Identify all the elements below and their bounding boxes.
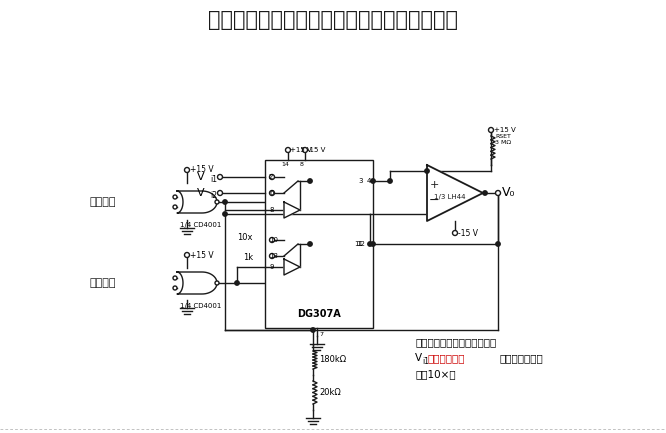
Text: 8: 8 bbox=[269, 207, 274, 213]
Text: 输入选择: 输入选择 bbox=[90, 197, 117, 207]
Text: −: − bbox=[429, 194, 440, 207]
Circle shape bbox=[371, 179, 375, 183]
Circle shape bbox=[452, 230, 458, 236]
Text: +15 V: +15 V bbox=[190, 165, 214, 174]
Text: 3 MΩ: 3 MΩ bbox=[495, 139, 511, 145]
Circle shape bbox=[184, 252, 190, 258]
Circle shape bbox=[388, 179, 392, 183]
Circle shape bbox=[371, 242, 375, 246]
Circle shape bbox=[173, 195, 177, 199]
Text: 1/4 CD4001: 1/4 CD4001 bbox=[180, 303, 221, 309]
Text: i1: i1 bbox=[210, 175, 217, 184]
Text: 为高电平时，增: 为高电平时，增 bbox=[500, 353, 543, 363]
Text: RSET: RSET bbox=[495, 133, 511, 139]
Circle shape bbox=[218, 174, 222, 180]
Text: i2: i2 bbox=[210, 191, 217, 200]
Text: 8: 8 bbox=[300, 162, 304, 168]
Circle shape bbox=[270, 191, 274, 196]
Circle shape bbox=[173, 286, 177, 290]
Circle shape bbox=[311, 328, 315, 332]
Text: 180kΩ: 180kΩ bbox=[319, 355, 346, 365]
Text: 6: 6 bbox=[269, 190, 274, 196]
Text: 20kΩ: 20kΩ bbox=[319, 388, 341, 397]
Text: V₀: V₀ bbox=[502, 187, 515, 200]
Text: 2: 2 bbox=[269, 174, 273, 180]
Circle shape bbox=[223, 200, 227, 204]
Circle shape bbox=[270, 174, 274, 180]
Text: 7: 7 bbox=[319, 332, 323, 336]
Text: 11: 11 bbox=[354, 241, 363, 247]
Circle shape bbox=[173, 276, 177, 280]
Circle shape bbox=[308, 179, 312, 183]
Text: +: + bbox=[430, 180, 439, 190]
Text: i1: i1 bbox=[422, 356, 429, 365]
Text: 3: 3 bbox=[358, 178, 363, 184]
Circle shape bbox=[270, 237, 274, 242]
Text: V: V bbox=[415, 353, 422, 363]
Text: 。增益选择端: 。增益选择端 bbox=[428, 353, 466, 363]
Text: 用数字选择输入和增益的低功率非反转放大器: 用数字选择输入和增益的低功率非反转放大器 bbox=[208, 10, 458, 30]
Text: -15 V: -15 V bbox=[458, 229, 478, 237]
Polygon shape bbox=[284, 259, 300, 275]
Text: 1k: 1k bbox=[243, 253, 253, 262]
Text: 增益选择: 增益选择 bbox=[90, 278, 117, 288]
Circle shape bbox=[302, 148, 308, 152]
Circle shape bbox=[215, 200, 219, 204]
Polygon shape bbox=[284, 202, 300, 218]
Text: 10: 10 bbox=[269, 237, 278, 243]
Text: V: V bbox=[197, 188, 205, 198]
Circle shape bbox=[218, 191, 222, 196]
Text: 输入选择端为高电平时，输入: 输入选择端为高电平时，输入 bbox=[415, 337, 496, 347]
Circle shape bbox=[368, 242, 372, 246]
Text: 4: 4 bbox=[367, 178, 372, 184]
Text: 1/4 CD4001: 1/4 CD4001 bbox=[180, 222, 221, 228]
Text: V: V bbox=[197, 172, 205, 182]
Polygon shape bbox=[427, 165, 483, 221]
Text: +15 V: +15 V bbox=[190, 251, 214, 259]
Circle shape bbox=[496, 242, 500, 246]
Circle shape bbox=[215, 281, 219, 285]
Circle shape bbox=[184, 168, 190, 172]
Text: +15 V: +15 V bbox=[290, 147, 312, 153]
Text: 10x: 10x bbox=[237, 233, 252, 242]
Circle shape bbox=[308, 242, 312, 246]
Circle shape bbox=[483, 191, 488, 195]
Text: -15 V: -15 V bbox=[307, 147, 326, 153]
Text: 1/3 LH44: 1/3 LH44 bbox=[434, 194, 466, 200]
Text: 益为10×。: 益为10×。 bbox=[415, 369, 456, 379]
Circle shape bbox=[425, 169, 429, 173]
Text: 12: 12 bbox=[356, 241, 365, 247]
Circle shape bbox=[223, 212, 227, 216]
Circle shape bbox=[173, 205, 177, 209]
Text: +15 V: +15 V bbox=[494, 127, 515, 133]
Circle shape bbox=[235, 281, 239, 285]
Circle shape bbox=[496, 191, 501, 196]
Circle shape bbox=[270, 253, 274, 259]
Text: DG307A: DG307A bbox=[297, 309, 341, 319]
Text: 14: 14 bbox=[281, 162, 289, 168]
Circle shape bbox=[488, 127, 494, 132]
Circle shape bbox=[286, 148, 290, 152]
Bar bbox=[265, 160, 373, 328]
Polygon shape bbox=[177, 272, 217, 294]
Text: 13: 13 bbox=[269, 253, 278, 259]
Polygon shape bbox=[177, 191, 217, 213]
Text: 9: 9 bbox=[269, 264, 274, 270]
